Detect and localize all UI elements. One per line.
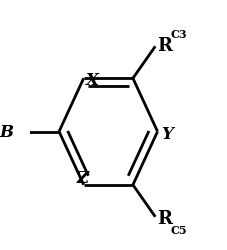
Text: R: R	[157, 209, 172, 227]
Text: X: X	[85, 72, 98, 88]
Text: Z: Z	[76, 170, 88, 186]
Text: R: R	[157, 37, 172, 55]
Text: B: B	[0, 124, 13, 140]
Text: C5: C5	[170, 224, 186, 235]
Text: Y: Y	[160, 126, 172, 142]
Text: C3: C3	[170, 29, 186, 40]
